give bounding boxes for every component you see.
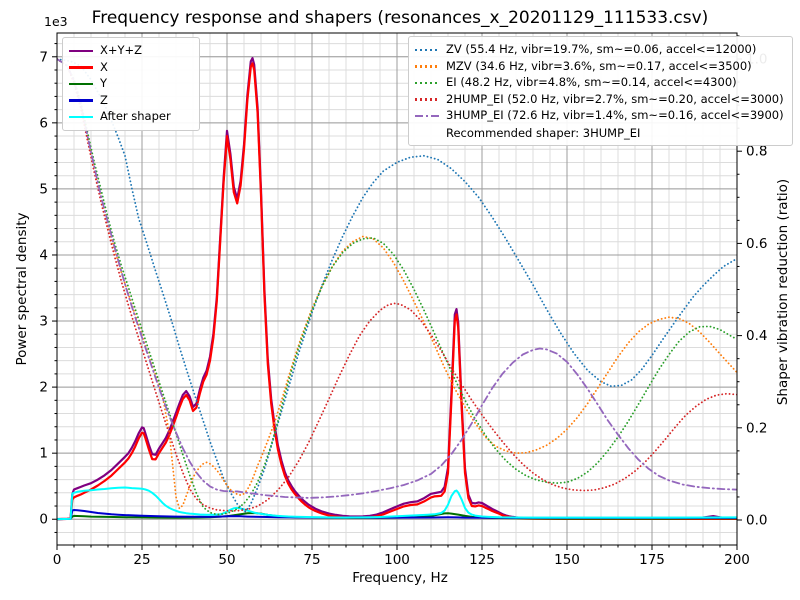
svg-text:7: 7 [39,49,48,65]
svg-text:100: 100 [384,552,410,568]
series-ei [57,58,737,516]
series-2hump-ei [57,58,737,512]
series-3hump-ei [57,58,737,499]
legend-shapers-item-2: EI (48.2 Hz, vibr=4.8%, sm~=0.14, accel<… [415,75,784,91]
legend-key-line [415,114,439,118]
legend-key-line [415,65,439,68]
x-axis-label: Frequency, Hz [352,570,448,586]
legend-key-line [69,49,93,52]
legend-psd-label: X [100,59,108,74]
svg-text:5: 5 [39,181,48,197]
series-after-shaper [57,486,737,521]
svg-text:0.2: 0.2 [746,420,767,436]
svg-text:4: 4 [39,247,48,263]
svg-text:0.8: 0.8 [746,144,767,160]
series-zv [57,58,737,513]
legend-psd-label: Z [100,92,108,107]
legend-key-line [69,115,93,119]
svg-text:125: 125 [469,552,495,568]
legend-psd: X+Y+Z X Y Z After shaper [62,37,200,131]
svg-text:0: 0 [53,552,62,568]
svg-text:0.4: 0.4 [746,328,767,344]
legend-shapers-label: 3HUMP_EI (72.6 Hz, vibr=1.4%, sm~=0.16, … [446,108,784,123]
svg-text:2: 2 [39,380,48,396]
svg-text:0.0: 0.0 [746,513,767,529]
legend-shapers-item-3: 2HUMP_EI (52.0 Hz, vibr=2.7%, sm~=0.20, … [415,92,784,108]
legend-psd-item-2: Y [69,76,191,92]
svg-text:25: 25 [133,552,150,568]
legend-psd-item-3: Z [69,93,191,109]
legend-shapers-label: EI (48.2 Hz, vibr=4.8%, sm~=0.14, accel<… [446,75,737,90]
legend-key-line [69,99,93,102]
y-left-offset-text: 1e3 [44,14,68,29]
legend-key-line [69,82,93,86]
svg-text:3: 3 [39,314,48,330]
legend-shapers-label: MZV (34.6 Hz, vibr=3.6%, sm~=0.17, accel… [446,58,752,73]
y-left-axis-label: Power spectral density [14,212,30,366]
legend-psd-label: After shaper [100,109,171,124]
legend-psd-label: X+Y+Z [100,43,143,57]
y-right-axis-label: Shaper vibration reduction (ratio) [775,178,791,406]
legend-psd-item-0: X+Y+Z [69,43,191,59]
legend-key-line [415,98,439,101]
chart-title: Frequency response and shapers (resonanc… [91,8,709,28]
legend-shapers-label: 2HUMP_EI (52.0 Hz, vibr=2.7%, sm~=0.20, … [446,91,784,106]
legend-shapers: ZV (55.4 Hz, vibr=19.7%, sm~=0.06, accel… [408,36,793,147]
recommended-shaper-text: Recommended shaper: 3HUMP_EI [446,125,641,140]
svg-text:0: 0 [39,512,48,528]
svg-text:150: 150 [554,552,580,568]
legend-shapers-item-1: MZV (34.6 Hz, vibr=3.6%, sm~=0.17, accel… [415,59,784,75]
legend-key-line [415,81,439,85]
legend-psd-item-4: After shaper [69,109,191,125]
legend-key-line [415,48,439,51]
legend-shapers-item-4: 3HUMP_EI (72.6 Hz, vibr=1.4%, sm~=0.16, … [415,108,784,124]
legend-shapers-item-0: ZV (55.4 Hz, vibr=19.7%, sm~=0.06, accel… [415,42,784,58]
legend-shapers-label: ZV (55.4 Hz, vibr=19.7%, sm~=0.06, accel… [446,42,757,56]
svg-text:175: 175 [639,552,665,568]
svg-text:6: 6 [39,115,48,131]
series-mzv [57,58,737,510]
svg-text:50: 50 [218,552,235,568]
svg-text:200: 200 [724,552,750,568]
svg-text:1: 1 [39,446,48,462]
legend-key-line [69,66,93,69]
svg-text:75: 75 [303,552,320,568]
series-x-y-z [57,57,737,521]
svg-text:0.6: 0.6 [746,236,767,252]
legend-psd-label: Y [100,76,108,91]
legend-psd-item-1: X [69,60,191,76]
